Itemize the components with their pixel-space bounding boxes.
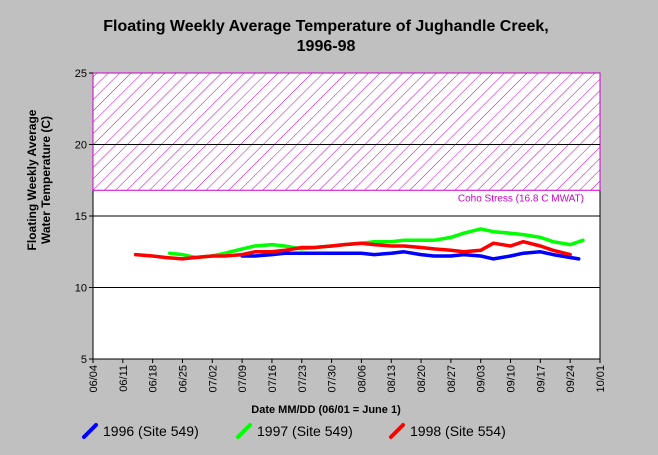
y-tick-label: 20 bbox=[75, 140, 87, 152]
x-tick-label: 09/03 bbox=[476, 365, 488, 393]
x-tick-label: 07/02 bbox=[207, 365, 219, 393]
legend-swatch-1997 bbox=[236, 423, 252, 439]
x-tick-label: 07/09 bbox=[237, 365, 249, 393]
x-tick-label: 10/01 bbox=[595, 365, 607, 393]
series-lines bbox=[133, 227, 585, 261]
series-line-1 bbox=[240, 250, 581, 261]
x-tick-label: 06/11 bbox=[118, 365, 130, 392]
y-axis-ticks: 25 20 15 10 5 bbox=[75, 68, 93, 366]
chart-title-line2: 1996-98 bbox=[297, 38, 356, 55]
legend-item-1996: 1996 (Site 549) bbox=[82, 423, 199, 439]
gridlines bbox=[93, 144, 600, 288]
series-line-2 bbox=[167, 227, 585, 260]
x-tick-label: 09/10 bbox=[506, 365, 518, 393]
legend-label-1996: 1996 (Site 549) bbox=[103, 423, 199, 439]
chart-title-line1: Floating Weekly Average Temperature of J… bbox=[103, 18, 548, 35]
x-tick-label: 06/25 bbox=[177, 365, 189, 393]
legend-item-1997: 1997 (Site 549) bbox=[236, 423, 353, 439]
x-axis-ticks: 06/04 06/11 06/18 06/25 07/02 07/09 07/16 07/23… bbox=[88, 359, 607, 393]
coho-stress-label: Coho Stress (16.8 C MWAT) bbox=[458, 193, 584, 204]
legend-label-1997: 1997 (Site 549) bbox=[257, 423, 353, 439]
y-axis-label-line1: Floating Weekly Average bbox=[25, 109, 39, 250]
series-line-3 bbox=[133, 239, 572, 261]
legend-label-1998: 1998 (Site 554) bbox=[410, 423, 506, 439]
y-tick-label: 25 bbox=[75, 68, 87, 80]
x-tick-label: 09/17 bbox=[535, 365, 547, 393]
y-tick-label: 5 bbox=[81, 354, 87, 366]
x-tick-label: 07/30 bbox=[327, 365, 339, 393]
x-tick-label: 06/18 bbox=[148, 365, 160, 393]
x-tick-label: 08/06 bbox=[356, 365, 368, 393]
x-tick-label: 09/24 bbox=[565, 365, 577, 393]
x-tick-label: 07/16 bbox=[267, 365, 279, 393]
legend-swatch-1996 bbox=[82, 423, 98, 439]
x-tick-label: 08/20 bbox=[416, 365, 428, 393]
y-axis-label-line2: Water Temperature (C) bbox=[39, 116, 53, 244]
legend: 1996 (Site 549) 1997 (Site 549) 1998 (Si… bbox=[82, 423, 506, 439]
x-tick-label: 08/13 bbox=[386, 365, 398, 393]
legend-swatch-1998 bbox=[389, 423, 405, 439]
y-tick-label: 15 bbox=[75, 211, 87, 223]
x-axis-label: Date MM/DD (06/01 = June 1) bbox=[251, 404, 401, 416]
x-tick-label: 06/04 bbox=[88, 365, 100, 393]
legend-item-1998: 1998 (Site 554) bbox=[389, 423, 506, 439]
y-tick-label: 10 bbox=[75, 283, 87, 295]
x-tick-label: 08/27 bbox=[446, 365, 458, 393]
coho-stress-band bbox=[92, 72, 601, 191]
x-tick-label: 07/23 bbox=[297, 365, 309, 393]
